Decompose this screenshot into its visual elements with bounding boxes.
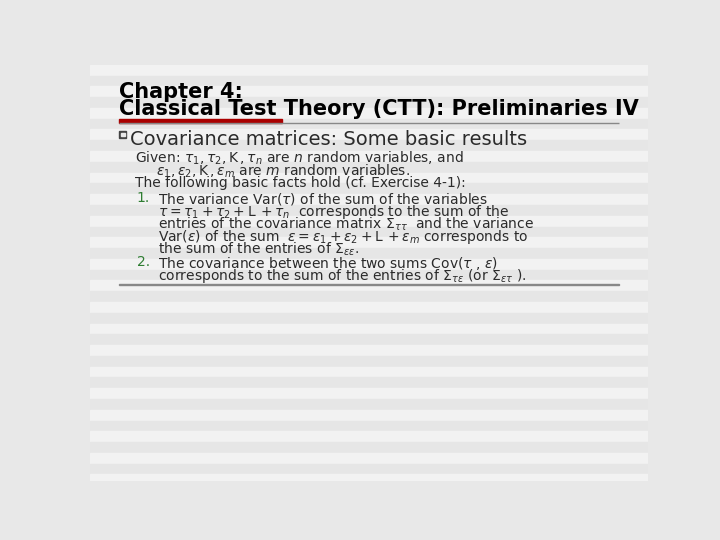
- Text: the sum of the entries of $\Sigma_{\varepsilon\varepsilon}$.: the sum of the entries of $\Sigma_{\vare…: [158, 240, 359, 258]
- Bar: [90, 269, 648, 280]
- Bar: [90, 377, 648, 388]
- Text: Covariance matrices: Some basic results: Covariance matrices: Some basic results: [130, 130, 528, 149]
- Bar: [90, 140, 648, 151]
- Bar: [90, 464, 648, 475]
- Text: Given: $\tau_1, \tau_2,\mathrm{K}\,,\tau_n$ are $n$ random variables, and: Given: $\tau_1, \tau_2,\mathrm{K}\,,\tau…: [135, 150, 464, 167]
- Bar: [90, 119, 648, 130]
- Bar: [90, 162, 648, 173]
- Bar: [90, 65, 648, 76]
- Bar: [90, 97, 648, 108]
- Bar: [90, 248, 648, 259]
- Text: entries of the covariance matrix $\Sigma_{\tau\tau}$  and the variance: entries of the covariance matrix $\Sigma…: [158, 215, 534, 233]
- Text: The following basic facts hold (cf. Exercise 4-1):: The following basic facts hold (cf. Exer…: [135, 177, 466, 191]
- Bar: [90, 184, 648, 194]
- Bar: [90, 453, 648, 464]
- Bar: [90, 421, 648, 431]
- Bar: [90, 130, 648, 140]
- Bar: [90, 475, 648, 485]
- Bar: [90, 280, 648, 291]
- Text: 2.: 2.: [137, 255, 150, 269]
- Bar: [90, 431, 648, 442]
- Text: corresponds to the sum of the entries of $\Sigma_{\tau\varepsilon}$ (or $\Sigma_: corresponds to the sum of the entries of…: [158, 267, 527, 285]
- Text: Var($\varepsilon$) of the sum  $\varepsilon = \varepsilon_1 + \varepsilon_2 +\ma: Var($\varepsilon$) of the sum $\varepsil…: [158, 228, 528, 246]
- Bar: [90, 345, 648, 356]
- Text: Chapter 4:: Chapter 4:: [120, 82, 243, 102]
- Bar: [120, 284, 619, 285]
- Bar: [90, 399, 648, 410]
- Bar: [90, 259, 648, 269]
- Bar: [90, 237, 648, 248]
- Text: $\tau = \tau_1 + \tau_2 +\mathrm{L}\, + \tau_n$  corresponds to the sum of the: $\tau = \tau_1 + \tau_2 +\mathrm{L}\, + …: [158, 204, 509, 221]
- Bar: [90, 388, 648, 399]
- Bar: [90, 76, 648, 86]
- Bar: [90, 226, 648, 237]
- Bar: [90, 108, 648, 119]
- Text: The variance Var($\tau$) of the sum of the variables: The variance Var($\tau$) of the sum of t…: [158, 191, 488, 207]
- Bar: [90, 173, 648, 184]
- Bar: [90, 194, 648, 205]
- Bar: [90, 442, 648, 453]
- Bar: [90, 313, 648, 323]
- Bar: [90, 356, 648, 367]
- Bar: [120, 131, 127, 138]
- Bar: [90, 334, 648, 345]
- Text: The covariance between the two sums Cov($\tau$ , $\varepsilon$): The covariance between the two sums Cov(…: [158, 255, 498, 272]
- Bar: [90, 215, 648, 226]
- Bar: [90, 291, 648, 302]
- Bar: [90, 86, 648, 97]
- Bar: [90, 151, 648, 162]
- Bar: [90, 302, 648, 313]
- Text: 1.: 1.: [137, 191, 150, 205]
- Text: Classical Test Theory (CTT): Preliminaries IV: Classical Test Theory (CTT): Preliminari…: [120, 99, 639, 119]
- Bar: [120, 119, 282, 123]
- Bar: [90, 410, 648, 421]
- Bar: [90, 485, 648, 496]
- Bar: [121, 132, 125, 137]
- Bar: [120, 123, 619, 124]
- Bar: [90, 367, 648, 377]
- Bar: [90, 205, 648, 215]
- Text: $\varepsilon_1, \varepsilon_2,\mathrm{K}\,,\varepsilon_m$ are $m$ random variabl: $\varepsilon_1, \varepsilon_2,\mathrm{K}…: [156, 163, 410, 180]
- Bar: [90, 323, 648, 334]
